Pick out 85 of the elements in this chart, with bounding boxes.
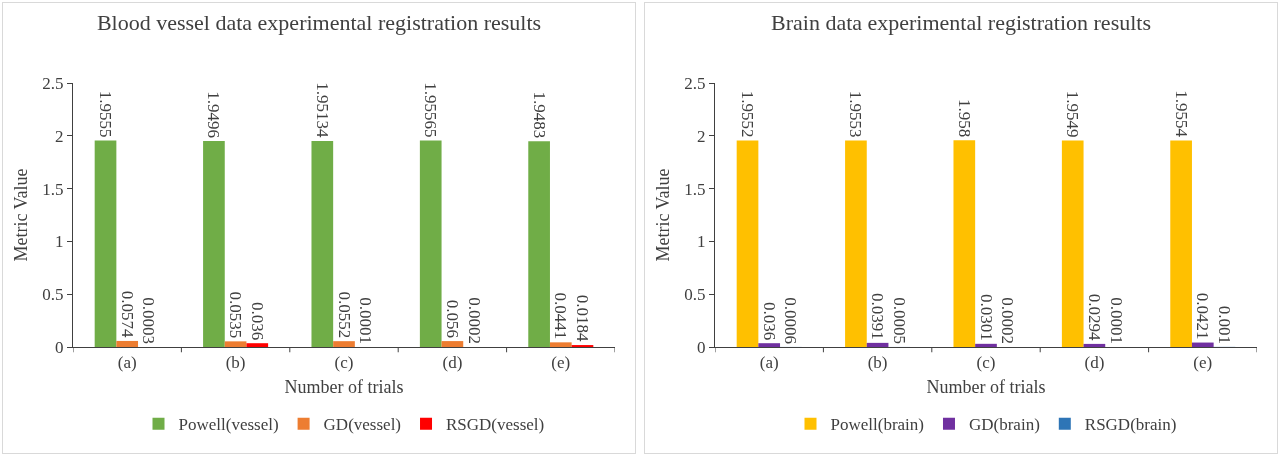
data-label: 0.0391 xyxy=(868,293,888,340)
y-axis-title: Metric Value xyxy=(11,168,31,262)
y-tick-label: 2 xyxy=(55,126,64,146)
x-axis-title: Number of trials xyxy=(284,376,404,397)
bar xyxy=(953,140,976,347)
y-tick-label: 2.5 xyxy=(42,73,64,93)
data-label: 0.001 xyxy=(1214,305,1234,344)
y-tick-label: 1 xyxy=(55,232,64,252)
y-tick-label: 0 xyxy=(697,337,706,357)
legend-label: GD(vessel) xyxy=(323,415,402,435)
legend-label: Powell(brain) xyxy=(830,415,924,435)
data-label: 1.9552 xyxy=(738,90,758,138)
data-label: 1.958 xyxy=(954,98,974,138)
data-label: 0.036 xyxy=(759,301,779,341)
x-tick-label: (b) xyxy=(225,353,246,373)
bar xyxy=(1191,342,1214,347)
bar xyxy=(866,342,889,347)
data-label: 0.0184 xyxy=(572,294,592,343)
bar xyxy=(1083,343,1106,347)
bar xyxy=(311,140,334,347)
y-tick-label: 2 xyxy=(697,126,706,146)
bar xyxy=(333,341,355,347)
data-label: 0.056 xyxy=(442,299,462,339)
bar xyxy=(203,141,225,347)
bar xyxy=(975,343,997,347)
x-tick-label: (d) xyxy=(1084,353,1105,373)
data-label: 1.95134 xyxy=(312,82,332,138)
legend-label: GD(brain) xyxy=(968,415,1040,435)
data-label: 1.9554 xyxy=(1171,90,1191,138)
y-tick-label: 1 xyxy=(697,232,706,252)
chart-title: Brain data experimental registration results xyxy=(771,9,1151,35)
y-tick-label: 0 xyxy=(55,337,64,357)
data-label: 0.0003 xyxy=(139,297,159,344)
data-label: 1.9549 xyxy=(1063,90,1083,138)
bar xyxy=(94,140,117,347)
data-label: 0.0006 xyxy=(781,297,801,344)
data-label: 0.0421 xyxy=(1193,292,1213,340)
legend-label: RSGD(brain) xyxy=(1084,415,1177,435)
x-tick-label: (d) xyxy=(442,353,463,373)
y-tick-label: 1.5 xyxy=(42,179,64,199)
y-tick-label: 0.5 xyxy=(42,285,64,305)
y-tick-label: 2.5 xyxy=(684,73,706,93)
data-label: 0.0552 xyxy=(334,291,354,339)
x-tick-label: (e) xyxy=(1193,353,1213,373)
bar xyxy=(224,341,247,347)
x-tick-label: (e) xyxy=(551,353,571,373)
bar xyxy=(419,140,442,347)
data-label: 0.0002 xyxy=(464,297,484,344)
bar xyxy=(1061,140,1084,347)
data-label: 0.0001 xyxy=(356,297,376,344)
y-tick-label: 1.5 xyxy=(684,179,706,199)
data-label: 0.0441 xyxy=(551,292,571,340)
data-label: 1.9496 xyxy=(204,91,224,139)
data-label: 0.0535 xyxy=(226,291,246,339)
legend-label: RSGD(vessel) xyxy=(446,415,545,435)
y-tick-label: 0.5 xyxy=(684,285,706,305)
x-tick-label: (a) xyxy=(117,353,137,373)
x-tick-label: (c) xyxy=(334,353,354,373)
bar xyxy=(116,340,139,347)
x-tick-label: (b) xyxy=(867,353,888,373)
data-label: 1.9553 xyxy=(846,90,866,138)
bar xyxy=(758,343,781,347)
bar xyxy=(246,343,269,347)
bar xyxy=(441,341,464,347)
x-axis-title: Number of trials xyxy=(926,376,1046,397)
data-label: 0.0574 xyxy=(117,290,137,338)
x-tick-label: (c) xyxy=(976,353,996,373)
x-tick-label: (a) xyxy=(759,353,779,373)
data-label: 1.9555 xyxy=(96,90,116,138)
y-axis-title: Metric Value xyxy=(653,168,673,262)
data-label: 0.036 xyxy=(247,301,267,341)
data-label: 0.0001 xyxy=(1106,297,1126,344)
bar xyxy=(528,141,550,347)
data-label: 0.0301 xyxy=(976,294,996,341)
legend-label: Powell(vessel) xyxy=(178,415,279,435)
bar xyxy=(736,140,759,347)
bar xyxy=(845,140,867,347)
chart-title: Blood vessel data experimental registration results xyxy=(96,9,542,35)
data-label: 0.0005 xyxy=(889,297,909,344)
data-label: 1.9483 xyxy=(529,91,549,139)
data-label: 0.0294 xyxy=(1084,293,1104,341)
data-label: 0.0002 xyxy=(998,297,1018,344)
bar xyxy=(549,342,572,347)
data-label: 1.95565 xyxy=(421,82,441,138)
bar xyxy=(1170,140,1192,347)
